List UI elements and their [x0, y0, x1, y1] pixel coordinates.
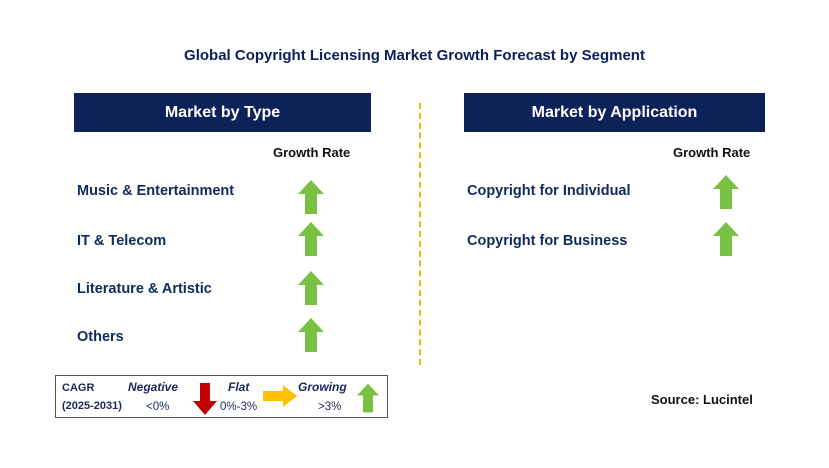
up-arrow-icon: [298, 180, 324, 214]
up-arrow-icon: [357, 383, 379, 413]
up-arrow-icon: [713, 175, 739, 209]
up-arrow-icon: [298, 271, 324, 305]
up-arrow-icon: [298, 318, 324, 352]
legend-flat-range: 0%-3%: [220, 401, 258, 413]
left-growth-rate-header: Growth Rate: [273, 145, 351, 160]
chart-title: Global Copyright Licensing Market Growth…: [184, 47, 645, 64]
left-item-label: Literature & Artistic: [77, 281, 212, 297]
legend-period: (2025-2031): [62, 400, 122, 412]
legend-negative-label: Negative: [128, 380, 179, 394]
legend-growing-range: >3%: [318, 401, 342, 413]
left-panel-header: Market by Type: [74, 93, 371, 132]
up-arrow-icon: [298, 222, 324, 256]
source-note: Source: Lucintel: [651, 392, 753, 407]
left-item-label: Others: [77, 329, 124, 345]
cagr-legend: CAGR (2025-2031) Negative <0% Flat 0%-3%…: [55, 375, 388, 418]
left-item-label: IT & Telecom: [77, 233, 167, 249]
down-arrow-icon: [193, 383, 217, 415]
up-arrow-icon: [713, 222, 739, 256]
right-panel-header: Market by Application: [464, 93, 765, 132]
left-item-label: Music & Entertainment: [77, 183, 235, 199]
right-item-label: Copyright for Individual: [467, 183, 631, 199]
legend-growing-label: Growing: [298, 380, 347, 394]
legend-negative-range: <0%: [146, 401, 170, 413]
panel-divider: [419, 103, 421, 365]
right-item-label: Copyright for Business: [467, 233, 628, 249]
right-arrow-icon: [263, 385, 297, 407]
right-growth-rate-header: Growth Rate: [673, 145, 751, 160]
legend-cagr-label: CAGR: [62, 382, 95, 394]
legend-flat-label: Flat: [228, 380, 250, 394]
